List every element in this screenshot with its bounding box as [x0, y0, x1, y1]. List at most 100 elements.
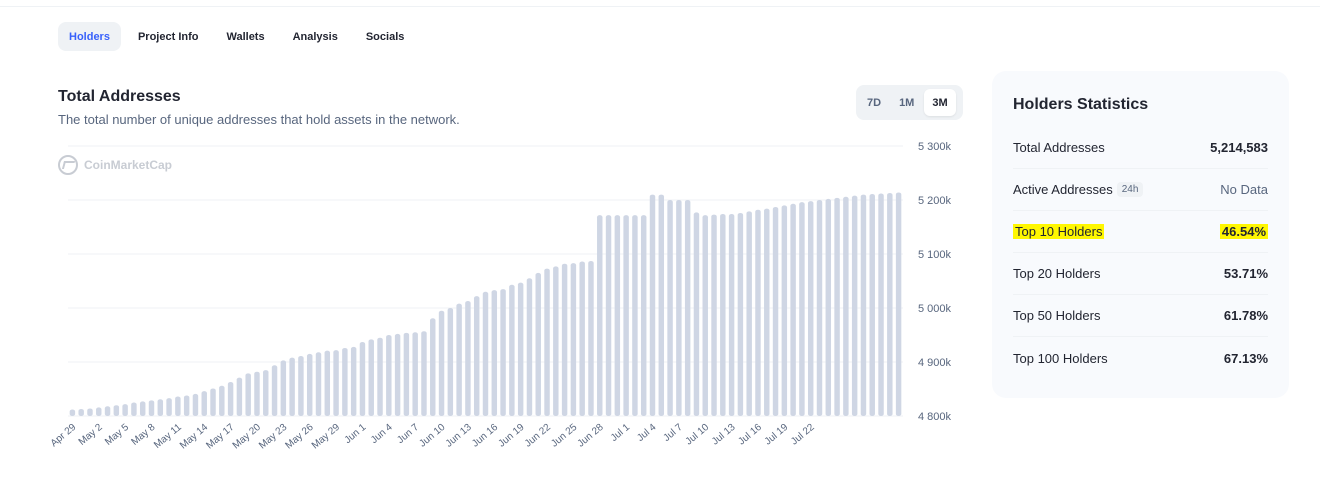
bar[interactable]	[649, 194, 656, 416]
bar[interactable]	[421, 331, 427, 416]
bar[interactable]	[245, 373, 251, 416]
bar[interactable]	[755, 209, 761, 416]
bar[interactable]	[271, 365, 278, 416]
bar[interactable]	[887, 192, 893, 416]
tab-socials[interactable]: Socials	[365, 30, 405, 43]
bar[interactable]	[298, 356, 304, 416]
bar[interactable]	[728, 214, 735, 416]
bar[interactable]	[799, 202, 805, 416]
bar[interactable]	[790, 203, 796, 416]
range-7d-button[interactable]: 7D	[867, 96, 882, 109]
bar[interactable]	[825, 198, 832, 416]
bar[interactable]	[377, 337, 383, 416]
bar[interactable]	[359, 342, 366, 416]
bar[interactable]	[175, 396, 181, 416]
bar[interactable]	[183, 395, 190, 416]
bar[interactable]	[860, 194, 867, 416]
bar[interactable]	[148, 400, 155, 416]
bar[interactable]	[843, 196, 849, 416]
bar[interactable]	[430, 318, 436, 416]
bar[interactable]	[737, 212, 744, 416]
bar[interactable]	[113, 405, 120, 416]
bar[interactable]	[807, 201, 814, 416]
bar[interactable]	[509, 284, 515, 416]
bar[interactable]	[394, 333, 401, 416]
bar[interactable]	[517, 282, 524, 416]
bar[interactable]	[816, 200, 823, 416]
bar[interactable]	[553, 266, 559, 416]
bar[interactable]	[350, 346, 357, 416]
bar[interactable]	[236, 377, 243, 416]
bar[interactable]	[87, 408, 93, 416]
bar[interactable]	[764, 208, 770, 416]
tab-wallets[interactable]: Wallets	[226, 30, 265, 43]
bar[interactable]	[368, 339, 374, 416]
bar[interactable]	[473, 296, 480, 416]
bar[interactable]	[579, 261, 585, 416]
bar[interactable]	[465, 300, 471, 416]
bar[interactable]	[878, 193, 884, 416]
bar[interactable]	[201, 391, 207, 416]
bar[interactable]	[597, 215, 603, 416]
bar[interactable]	[623, 215, 629, 416]
bar[interactable]	[324, 350, 331, 416]
bar[interactable]	[122, 404, 128, 416]
bar[interactable]	[605, 215, 612, 416]
bar[interactable]	[306, 353, 313, 416]
bar[interactable]	[139, 401, 146, 416]
bar[interactable]	[640, 215, 647, 416]
bar[interactable]	[403, 332, 410, 416]
bar[interactable]	[219, 385, 225, 416]
bar[interactable]	[500, 289, 506, 416]
bar[interactable]	[614, 215, 621, 416]
bar[interactable]	[772, 207, 779, 416]
bar[interactable]	[491, 290, 498, 416]
tab-project-info[interactable]: Project Info	[137, 30, 199, 43]
bar[interactable]	[210, 388, 216, 416]
bar[interactable]	[720, 214, 726, 416]
bar[interactable]	[632, 215, 638, 416]
bar[interactable]	[104, 406, 111, 416]
bar[interactable]	[684, 200, 691, 416]
tab-holders[interactable]: Holders	[58, 22, 121, 51]
bar[interactable]	[69, 409, 76, 416]
bar[interactable]	[570, 263, 577, 416]
bar[interactable]	[693, 212, 700, 416]
bar[interactable]	[676, 200, 682, 416]
bar[interactable]	[456, 303, 462, 416]
bar[interactable]	[315, 352, 322, 416]
bar[interactable]	[746, 211, 752, 416]
bar[interactable]	[192, 393, 199, 416]
bar[interactable]	[157, 399, 164, 416]
tab-analysis[interactable]: Analysis	[292, 30, 338, 43]
bar[interactable]	[280, 360, 287, 416]
range-1m-button[interactable]: 1M	[899, 96, 915, 109]
bar[interactable]	[342, 347, 348, 416]
bar[interactable]	[526, 278, 533, 416]
bar[interactable]	[561, 263, 568, 416]
bar[interactable]	[438, 310, 445, 416]
bar[interactable]	[333, 350, 339, 416]
bar[interactable]	[412, 332, 418, 416]
bar[interactable]	[869, 194, 875, 416]
bar[interactable]	[131, 402, 137, 417]
bar[interactable]	[227, 381, 234, 416]
bar[interactable]	[289, 357, 295, 416]
bar[interactable]	[263, 370, 269, 416]
bar[interactable]	[544, 268, 550, 416]
bar[interactable]	[781, 205, 788, 416]
bar[interactable]	[254, 371, 260, 416]
bar[interactable]	[482, 291, 489, 416]
bar[interactable]	[386, 335, 392, 416]
range-3m-button[interactable]: 3M	[924, 89, 956, 116]
bar[interactable]	[588, 261, 594, 416]
bar[interactable]	[535, 272, 541, 416]
bar[interactable]	[702, 215, 708, 416]
bar[interactable]	[166, 398, 172, 416]
bar[interactable]	[78, 408, 84, 416]
bar[interactable]	[447, 308, 454, 416]
bar[interactable]	[851, 195, 858, 416]
bar[interactable]	[658, 194, 665, 416]
bar[interactable]	[711, 214, 717, 416]
bar[interactable]	[895, 192, 902, 416]
